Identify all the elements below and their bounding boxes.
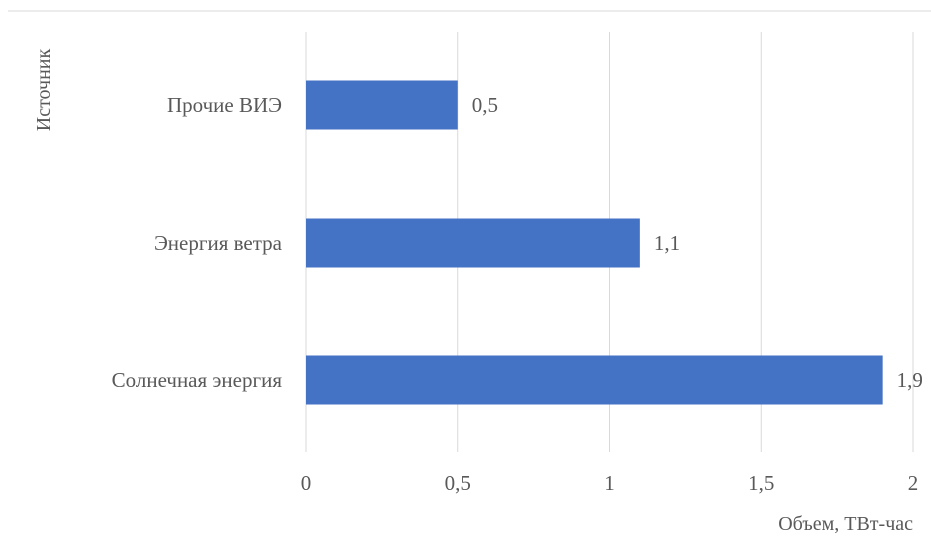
bar [306, 218, 640, 268]
x-tick-label: 2 [908, 471, 919, 495]
category-label: Энергия ветра [154, 231, 283, 255]
x-tick-label: 0,5 [445, 471, 471, 495]
labels: 0 0,5 1 1,5 2 Солнечная энергия 1,9 Энергия вет… [112, 93, 923, 495]
category-label: Прочие ВИЭ [167, 93, 282, 117]
bar [306, 355, 883, 405]
y-axis-title: Источник [33, 48, 55, 131]
bars [306, 80, 883, 405]
data-label: 1,1 [654, 231, 680, 255]
x-axis-title: Объем, ТВт-час [778, 513, 913, 535]
category-label: Солнечная энергия [112, 368, 283, 392]
data-label: 0,5 [472, 93, 498, 117]
bar [306, 80, 458, 130]
data-label: 1,9 [897, 368, 923, 392]
x-tick-label: 1 [604, 471, 615, 495]
x-tick-label: 1,5 [748, 471, 774, 495]
x-tick-label: 0 [301, 471, 312, 495]
